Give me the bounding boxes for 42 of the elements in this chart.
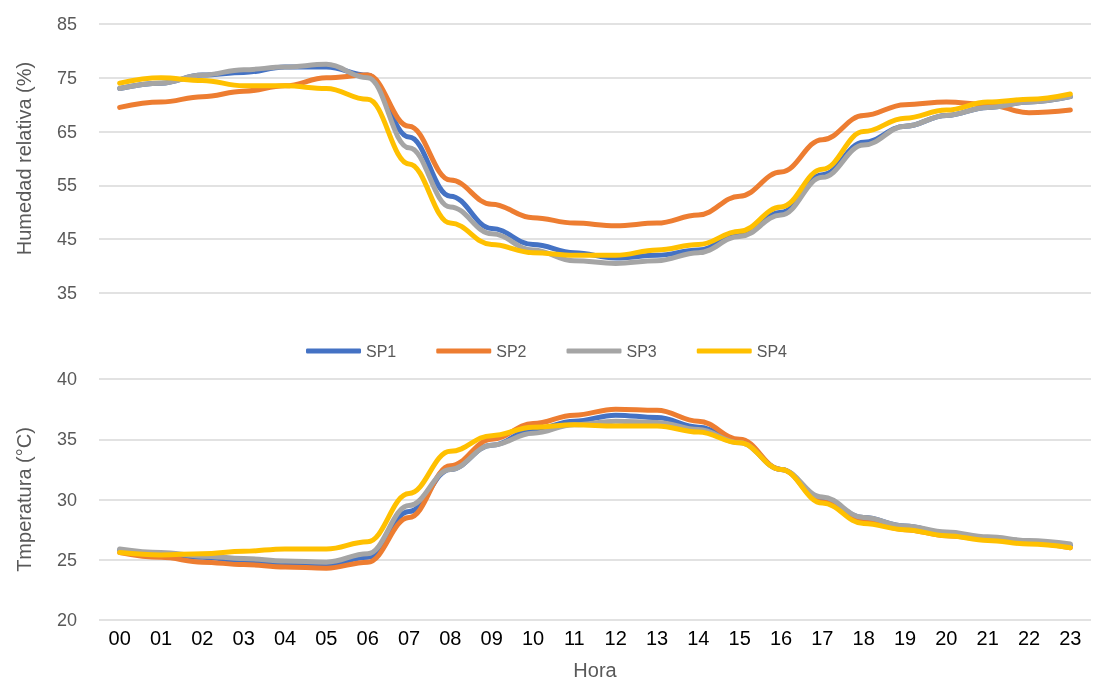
y-tick-label: 75: [56, 67, 77, 88]
x-tick-label: 16: [769, 627, 793, 649]
legend-label: SP4: [756, 342, 788, 360]
x-tick-label: 08: [439, 627, 462, 649]
x-tick-label: 14: [687, 627, 710, 649]
y-axis-title: Humedad relativa (%): [13, 61, 35, 256]
x-tick-label: 15: [728, 627, 751, 649]
y-tick-label: 65: [56, 121, 77, 142]
legend-label: SP3: [626, 342, 657, 360]
x-tick-label: 18: [852, 627, 875, 649]
x-tick-label: 10: [521, 627, 545, 649]
x-tick-label: 23: [1059, 627, 1082, 649]
x-tick-label: 09: [480, 627, 503, 649]
y-tick-label: 45: [56, 229, 77, 250]
y-tick-label: 25: [56, 549, 77, 570]
x-tick-label: 02: [191, 627, 214, 649]
x-axis-title: Hora: [573, 659, 618, 681]
legend-label: SP1: [366, 342, 397, 360]
x-tick-label: 19: [893, 627, 917, 649]
y-tick-label: 30: [56, 489, 77, 510]
x-tick-label: 17: [811, 627, 834, 649]
y-tick-label: 40: [56, 369, 77, 389]
y-axis-title: Tmperatura (°C): [13, 427, 35, 572]
x-tick-label: 00: [108, 627, 131, 649]
y-tick-label: 55: [56, 175, 77, 196]
legend-label: SP2: [496, 342, 527, 360]
x-tick-label: 22: [1017, 627, 1041, 649]
y-tick-label: 35: [56, 429, 77, 450]
x-tick-label: 05: [315, 627, 338, 649]
x-tick-label: 11: [563, 627, 585, 649]
y-tick-label: 85: [56, 14, 77, 34]
x-tick-label: 03: [232, 627, 255, 649]
x-tick-label: 01: [149, 627, 173, 649]
y-tick-label: 35: [56, 283, 77, 303]
x-tick-label: 13: [645, 627, 669, 649]
x-tick-label: 07: [397, 627, 421, 649]
x-tick-label: 20: [935, 627, 958, 649]
x-tick-label: 04: [273, 627, 297, 649]
y-tick-label: 20: [56, 610, 77, 630]
x-tick-label: 21: [976, 627, 999, 649]
x-tick-label: 06: [356, 627, 379, 649]
x-tick-label: 12: [604, 627, 627, 649]
